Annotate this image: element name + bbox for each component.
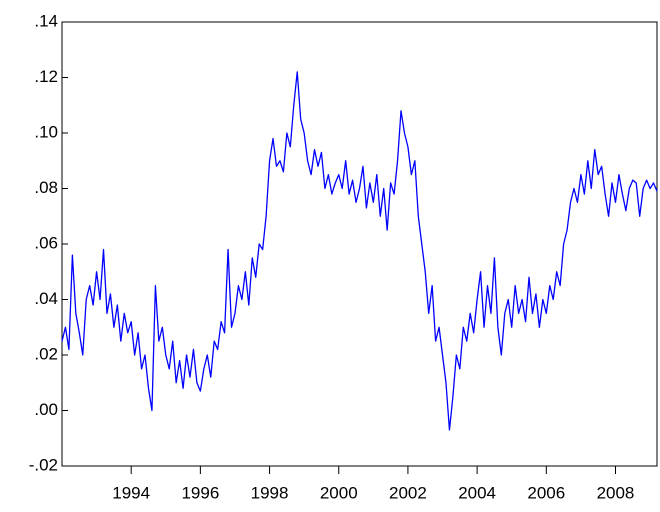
y-tick-label: .06 xyxy=(34,233,58,252)
plot-frame xyxy=(62,22,657,466)
x-tick-label: 2008 xyxy=(597,483,635,502)
x-tick-label: 2000 xyxy=(320,483,358,502)
y-tick-label: .14 xyxy=(34,11,58,30)
y-tick-label: .12 xyxy=(34,67,58,86)
chart: -.02 .00 .02 .04 .06 .08 .10 .12 .14 1994 1996 1998… xyxy=(0,0,660,512)
y-tick-label: .10 xyxy=(34,122,58,141)
x-tick-label: 1994 xyxy=(112,483,150,502)
x-tick-label: 2004 xyxy=(458,483,496,502)
series-line xyxy=(62,72,657,430)
y-tick-label: -.02 xyxy=(29,455,58,474)
y-tick-label: .00 xyxy=(34,400,58,419)
x-tick-label: 2006 xyxy=(527,483,565,502)
y-tick-label: .02 xyxy=(34,344,58,363)
y-tick-label: .08 xyxy=(34,178,58,197)
page: -.02 .00 .02 .04 .06 .08 .10 .12 .14 1994 1996 1998… xyxy=(0,0,660,512)
x-tick-label: 1996 xyxy=(181,483,219,502)
y-tick-label: .04 xyxy=(34,289,58,308)
x-tick-label: 2002 xyxy=(389,483,427,502)
x-tick-label: 1998 xyxy=(251,483,289,502)
